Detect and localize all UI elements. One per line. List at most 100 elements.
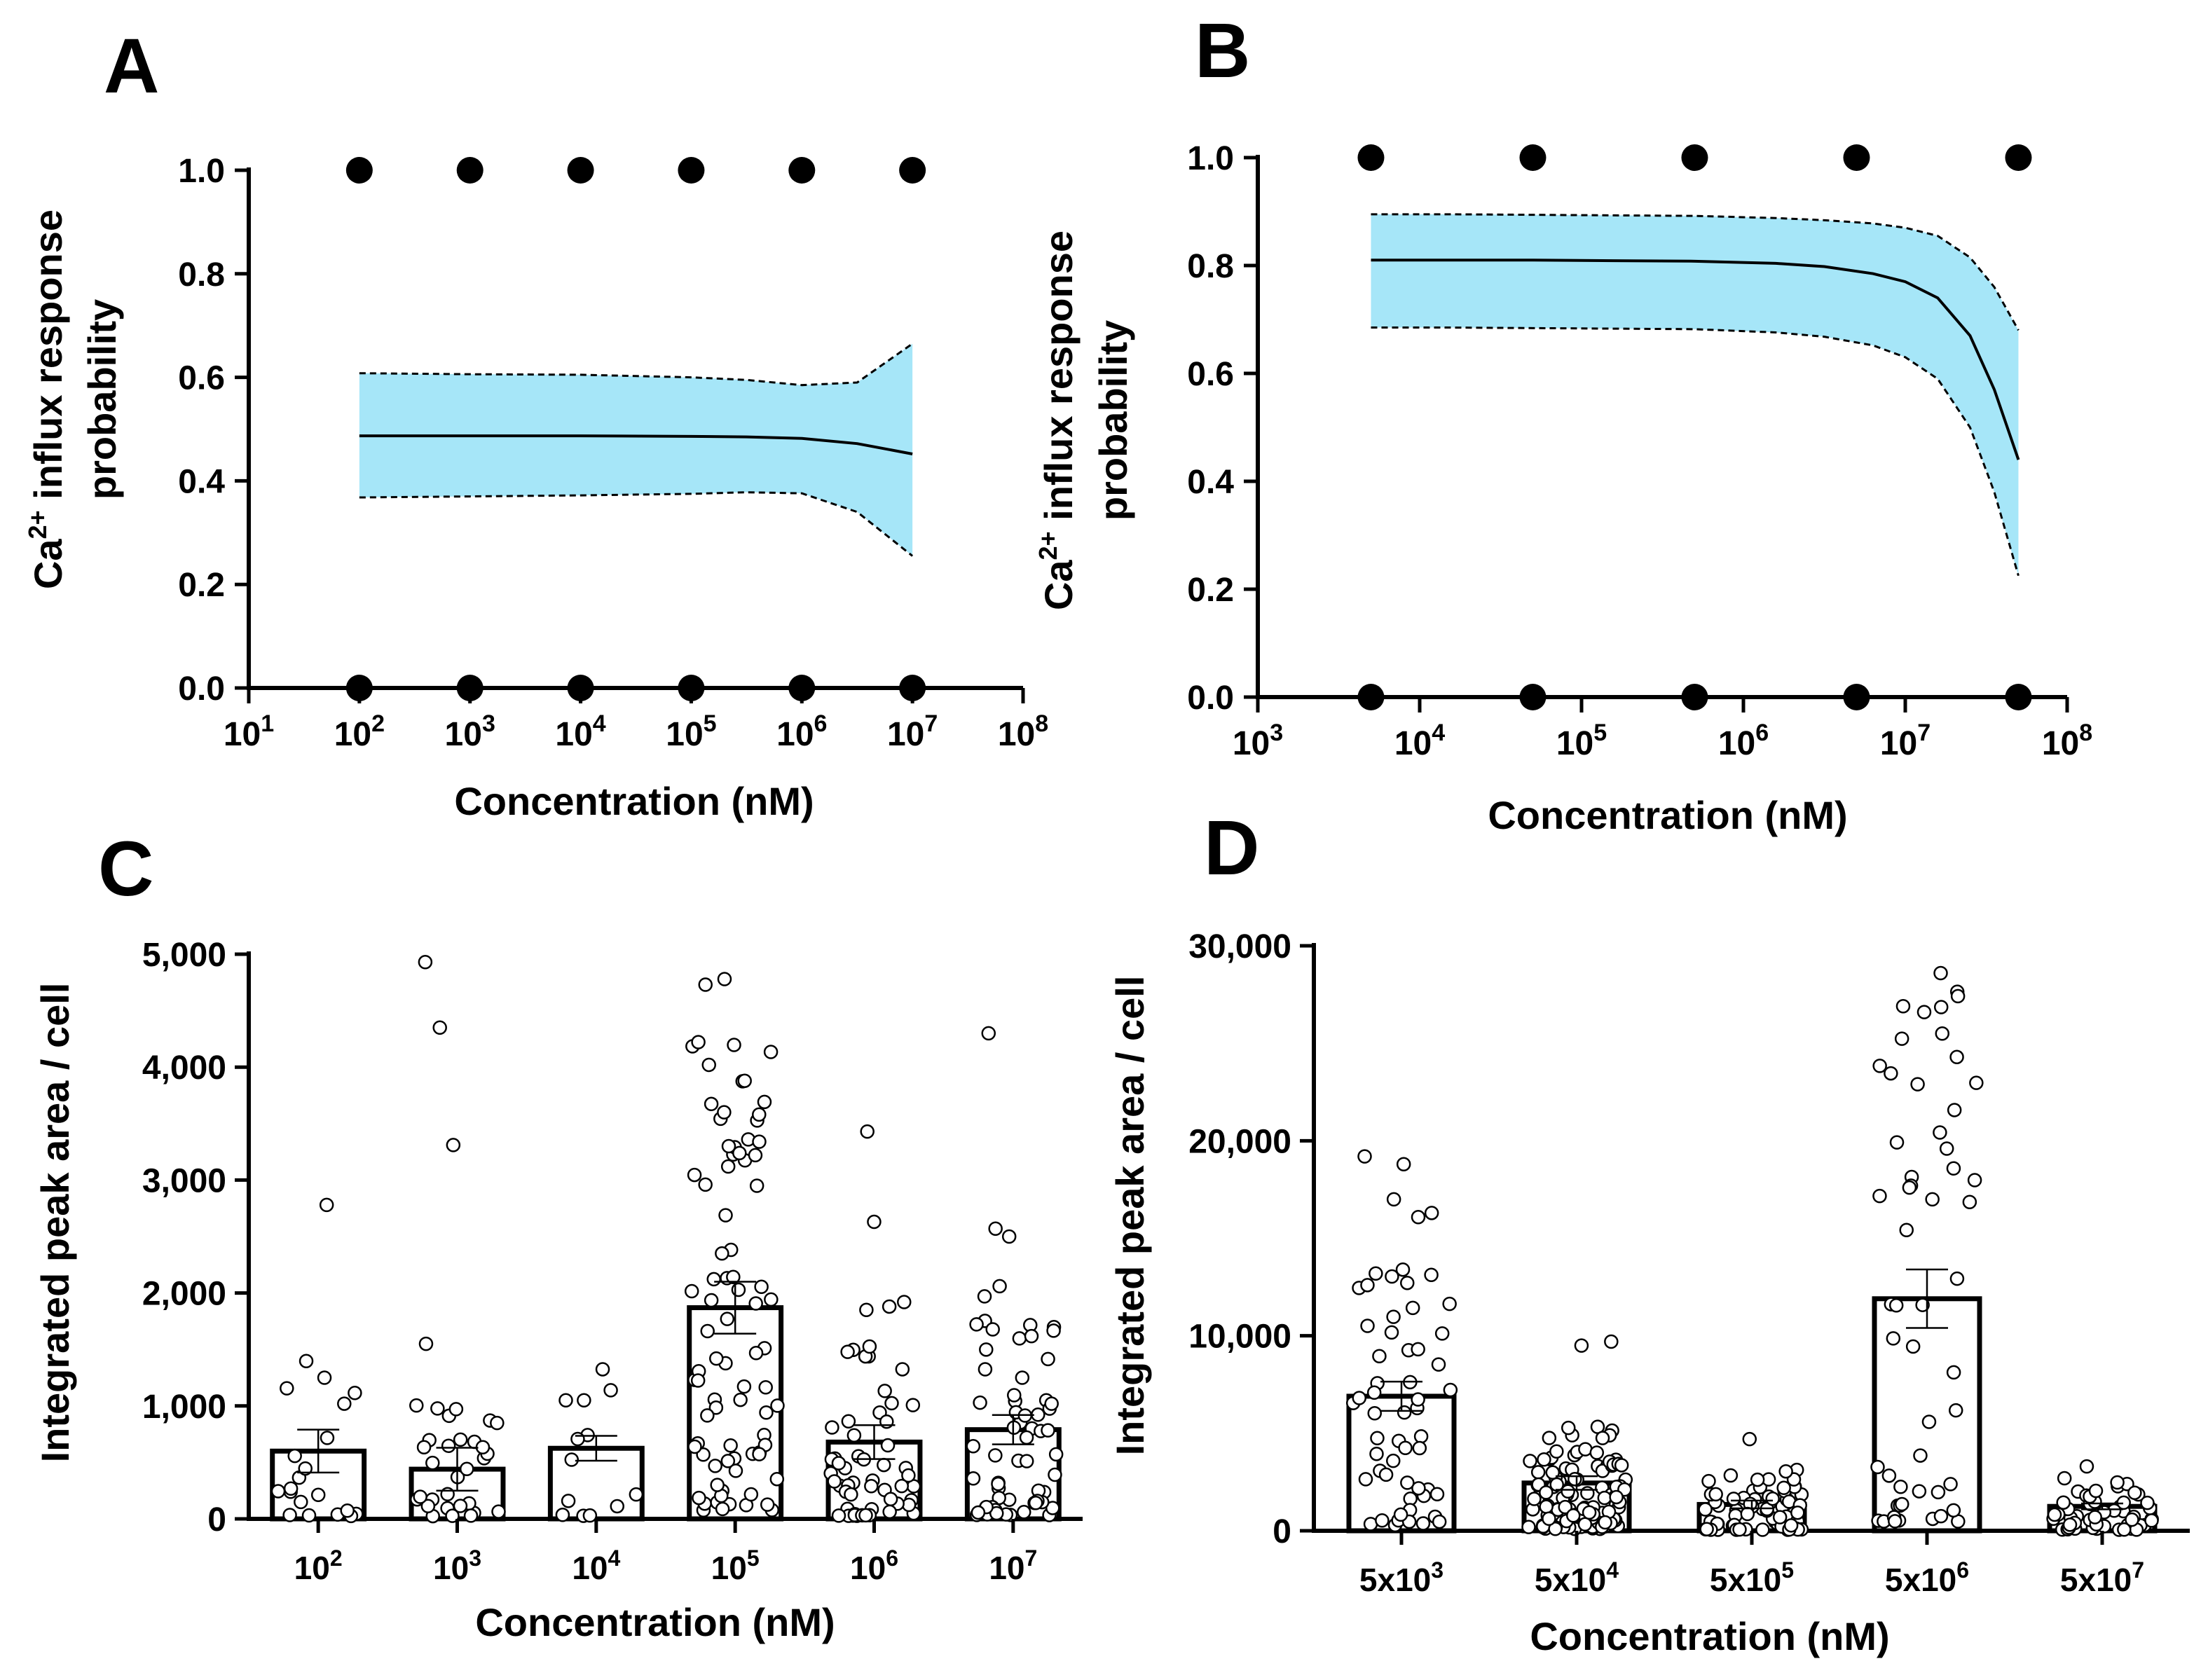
data-point bbox=[769, 1471, 785, 1487]
data-point bbox=[1574, 1338, 1589, 1353]
data-point bbox=[298, 1461, 313, 1476]
data-point bbox=[882, 1299, 897, 1314]
data-point bbox=[440, 1487, 455, 1501]
data-point bbox=[831, 1508, 846, 1523]
data-point bbox=[1357, 1149, 1372, 1164]
x-tick-label-sup: 2 bbox=[330, 1545, 343, 1571]
data-point bbox=[1740, 1506, 1755, 1522]
data-point bbox=[1870, 1459, 1885, 1475]
data-point bbox=[1597, 1490, 1612, 1506]
data-point bbox=[1548, 1522, 1563, 1536]
data-point bbox=[698, 977, 713, 992]
data-point bbox=[1395, 1262, 1411, 1277]
data-point bbox=[733, 1392, 748, 1407]
fit-line bbox=[359, 434, 913, 455]
data-point bbox=[595, 1362, 610, 1377]
data-point bbox=[864, 1478, 879, 1494]
x-tick-label-base: 5x10 bbox=[1359, 1562, 1431, 1598]
data-point bbox=[1386, 1192, 1401, 1207]
data-point bbox=[841, 1414, 856, 1429]
data-point bbox=[2140, 1495, 2155, 1510]
data-point bbox=[1519, 144, 1547, 171]
data-point bbox=[687, 1167, 702, 1183]
data-point bbox=[570, 1431, 585, 1447]
data-point bbox=[2144, 1513, 2159, 1528]
y-tick-label: 0.8 bbox=[178, 256, 225, 294]
x-tick-label: 103 bbox=[445, 710, 495, 753]
data-point bbox=[1843, 684, 1870, 710]
data-point bbox=[736, 1379, 752, 1394]
data-point bbox=[1905, 1339, 1921, 1354]
data-point bbox=[1357, 144, 1385, 171]
data-point bbox=[757, 1094, 772, 1110]
data-point bbox=[2110, 1475, 2125, 1490]
data-point bbox=[280, 1381, 294, 1396]
data-point bbox=[567, 157, 594, 184]
data-point bbox=[2127, 1485, 2142, 1500]
y-tick-label: 0.2 bbox=[1187, 572, 1234, 609]
data-point bbox=[1681, 144, 1708, 171]
data-point bbox=[825, 1420, 839, 1435]
data-point bbox=[1946, 1503, 1961, 1518]
y-tick-label: 4,000 bbox=[142, 1049, 226, 1087]
data-point bbox=[770, 1398, 785, 1413]
data-point bbox=[1561, 1484, 1575, 1499]
x-tick-label: 105 bbox=[711, 1545, 760, 1586]
y-tick-label: 30,000 bbox=[1188, 928, 1291, 965]
data-point bbox=[1912, 1484, 1927, 1499]
data-point bbox=[1411, 1481, 1426, 1496]
data-point bbox=[690, 1373, 706, 1388]
data-point bbox=[759, 1405, 774, 1420]
x-tick-label-base: 10 bbox=[998, 716, 1035, 753]
data-point bbox=[894, 1478, 910, 1494]
data-point bbox=[1539, 1485, 1554, 1500]
data-point bbox=[1412, 1440, 1427, 1456]
data-point bbox=[1915, 1297, 1930, 1312]
data-point bbox=[1431, 1357, 1446, 1372]
panel-b-y-title-sup: 2+ bbox=[1034, 531, 1062, 560]
data-point bbox=[988, 1448, 1003, 1463]
data-point bbox=[1681, 684, 1708, 710]
data-point bbox=[1604, 1334, 1619, 1349]
data-point bbox=[418, 955, 433, 970]
data-point bbox=[453, 1432, 468, 1447]
data-point bbox=[1360, 1318, 1375, 1333]
data-point bbox=[1933, 1125, 1947, 1140]
panel-a-x-axis-title: Concentration (nM) bbox=[454, 779, 814, 823]
data-point bbox=[1001, 1229, 1017, 1244]
data-point bbox=[704, 1096, 719, 1112]
data-point bbox=[1358, 1472, 1373, 1487]
data-point bbox=[561, 1494, 576, 1508]
data-point bbox=[1931, 1485, 1946, 1500]
y-tick-label: 0.2 bbox=[178, 567, 225, 604]
data-point bbox=[1429, 1487, 1445, 1501]
data-point bbox=[2005, 144, 2032, 171]
data-point bbox=[1012, 1331, 1027, 1346]
data-point bbox=[1017, 1505, 1031, 1520]
data-point bbox=[1881, 1468, 1897, 1483]
ci-band-area bbox=[359, 343, 913, 556]
data-point bbox=[1950, 989, 1966, 1004]
x-tick-label: 108 bbox=[998, 710, 1048, 753]
data-point bbox=[720, 1454, 736, 1468]
data-point bbox=[1895, 999, 1911, 1014]
data-point bbox=[700, 1323, 715, 1339]
data-point bbox=[710, 1478, 725, 1492]
data-point bbox=[748, 1346, 764, 1361]
data-point bbox=[1549, 1477, 1564, 1492]
x-tick-label: 108 bbox=[2042, 719, 2092, 762]
data-point bbox=[973, 1395, 987, 1410]
panel-b-y-axis-title: Ca2+ influx response bbox=[1034, 230, 1081, 610]
x-tick-label-base: 10 bbox=[1718, 725, 1755, 762]
data-point bbox=[708, 1400, 724, 1415]
data-point bbox=[1947, 1103, 1962, 1117]
x-tick-label: 103 bbox=[1233, 719, 1283, 762]
data-point bbox=[1699, 1522, 1714, 1536]
data-point bbox=[758, 1380, 773, 1395]
data-point bbox=[629, 1487, 644, 1502]
x-tick-label-base: 10 bbox=[666, 716, 703, 753]
y-tick-label: 10,000 bbox=[1188, 1318, 1291, 1356]
data-point bbox=[1519, 684, 1547, 710]
